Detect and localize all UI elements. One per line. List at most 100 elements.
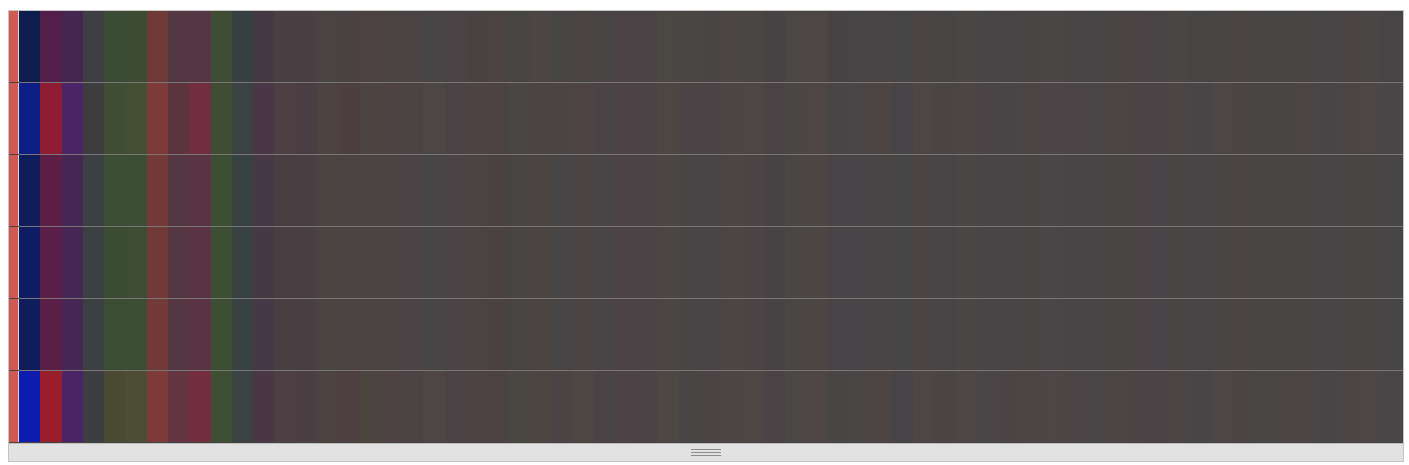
heatmap-cell [508,299,530,370]
heatmap-cell [1381,155,1403,226]
row-marker [9,83,18,154]
heatmap-cell [189,371,211,442]
heatmap-strip [19,371,1403,442]
heatmap-cell [742,11,764,82]
heatmap-cell [1232,371,1254,442]
heatmap-cell [1210,371,1233,442]
heatmap-cell [1061,227,1084,298]
heatmap-row [9,11,1403,82]
heatmap-cell [614,227,637,298]
heatmap-cell [1338,155,1360,226]
heatmap-cell [870,371,892,442]
heatmap-cell [19,83,41,154]
heatmap-cell [657,11,679,82]
heatmap-cell [891,83,913,154]
heatmap-cell [551,11,573,82]
heatmap-cell [1040,155,1062,226]
heatmap-cell [678,227,700,298]
heatmap-cell [189,11,211,82]
heatmap-cell [1168,155,1190,226]
heatmap-cell [976,11,998,82]
heatmap-cell [253,155,275,226]
heatmap-cell [146,371,168,442]
heatmap-cell [210,11,232,82]
heatmap-cell [1253,299,1275,370]
heatmap-cell [146,227,168,298]
heatmap-cell [678,155,700,226]
heatmap-cell [82,371,105,442]
heatmap-cell [167,371,190,442]
heatmap-cell [338,371,360,442]
heatmap-cell [167,11,190,82]
heatmap-cell [210,227,232,298]
heatmap-cell [955,11,977,82]
heatmap-cell [721,83,743,154]
heatmap-cell [551,155,573,226]
heatmap-cell [1168,299,1190,370]
heatmap-cell [1232,227,1254,298]
heatmap-cell [529,11,552,82]
heatmap-cell [848,371,871,442]
heatmap-cell [572,299,594,370]
heatmap-cell [700,371,722,442]
row-separator [19,226,1403,227]
heatmap-cell [1125,371,1147,442]
heatmap-cell [1317,299,1339,370]
heatmap-cell [380,155,403,226]
heatmap-cell [508,83,530,154]
heatmap-cell [19,299,41,370]
heatmap-cell [700,83,722,154]
heatmap-cell [444,155,466,226]
heatmap-cell [1104,299,1126,370]
heatmap-cell [678,11,700,82]
heatmap-cell [1189,83,1211,154]
heatmap-cell [742,371,764,442]
heatmap-cell [636,371,658,442]
heatmap-cell [487,299,509,370]
heatmap-cell [423,299,445,370]
heatmap-cell [402,371,424,442]
heatmap-cell [40,299,62,370]
heatmap-cell [1061,371,1084,442]
heatmap-cell [359,371,381,442]
row-divider [18,227,19,298]
heatmap-cell [104,371,126,442]
heatmap-cell [891,299,913,370]
heatmap-cell [1274,227,1296,298]
heatmap-cell [593,371,615,442]
heatmap-cell [1125,227,1147,298]
heatmap-cell [1146,227,1169,298]
heatmap-cell [1338,83,1360,154]
heatmap-cell [997,299,1020,370]
row-separator [19,298,1403,299]
grip-lines-icon [691,449,721,456]
row-separator [19,370,1403,371]
heatmap-cell [806,299,828,370]
heatmap-cell [785,299,807,370]
heatmap-cell [955,299,977,370]
heatmap-cell [1274,155,1296,226]
heatmap-cell [40,227,62,298]
heatmap-cell [125,11,147,82]
heatmap-cell [678,371,700,442]
panel-resize-handle[interactable] [9,443,1403,461]
heatmap-cell [465,83,488,154]
heatmap-cell [1019,299,1041,370]
heatmap-cell [636,11,658,82]
heatmap-cell [274,83,296,154]
heatmap-cell [891,227,913,298]
row-divider [18,155,19,226]
heatmap-cell [806,371,828,442]
heatmap-cell [721,155,743,226]
heatmap-cell [1295,227,1318,298]
heatmap-cell [444,11,466,82]
heatmap-cell [806,227,828,298]
heatmap-cell [61,83,83,154]
heatmap-cell [402,83,424,154]
heatmap-cell [1338,11,1360,82]
heatmap-cell [529,83,552,154]
heatmap-cell [742,299,764,370]
heatmap-cell [529,371,552,442]
heatmap-cell [678,83,700,154]
heatmap-cell [19,371,41,442]
